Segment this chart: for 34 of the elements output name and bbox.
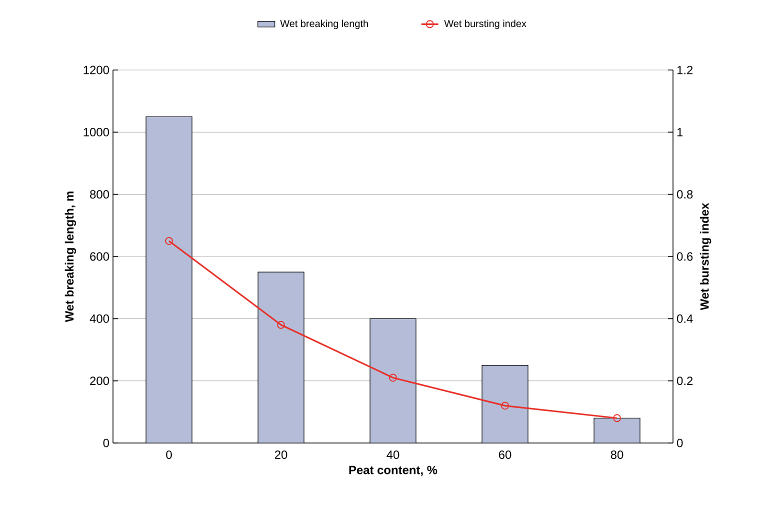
y2-tick-label: 0.4 bbox=[676, 314, 693, 323]
legend-label: Wet breaking length bbox=[280, 20, 368, 30]
x-tick-label: 80 bbox=[610, 450, 624, 459]
y-tick-label: 600 bbox=[90, 252, 110, 261]
bar bbox=[594, 418, 640, 443]
y-axis-title: Wet breaking length, m bbox=[64, 192, 76, 322]
y2-tick-label: 0.6 bbox=[676, 252, 693, 261]
point bbox=[501, 402, 509, 410]
x-axis-title: Peat content, % bbox=[349, 466, 438, 476]
y2-tick-label: 0.8 bbox=[676, 190, 693, 199]
bar bbox=[482, 364, 528, 443]
y-tick-label: 1200 bbox=[84, 66, 110, 74]
point bbox=[165, 236, 173, 245]
point bbox=[613, 414, 621, 422]
y2-tick-label: 1.2 bbox=[677, 66, 693, 74]
x-tick-label: 40 bbox=[386, 450, 400, 459]
y-tick-label: 0 bbox=[103, 438, 110, 448]
y-tick-label: 400 bbox=[90, 314, 110, 323]
point bbox=[277, 320, 285, 329]
bar bbox=[146, 116, 192, 443]
y-tick-label: 800 bbox=[90, 190, 110, 199]
x-tick-label: 0 bbox=[166, 450, 172, 459]
legend-label: Wet bursting index bbox=[444, 20, 526, 30]
y-tick-label: 1000 bbox=[84, 128, 110, 136]
y2-tick-label: 1 bbox=[677, 128, 683, 136]
bar bbox=[258, 272, 304, 443]
y-tick-label: 200 bbox=[90, 376, 110, 386]
point bbox=[389, 374, 397, 382]
y2-tick-label: 0 bbox=[676, 438, 683, 448]
bar bbox=[370, 318, 416, 443]
x-tick-label: 60 bbox=[498, 450, 512, 459]
y2-tick-label: 0.2 bbox=[676, 376, 693, 386]
x-tick-label: 20 bbox=[274, 450, 288, 459]
y2-axis-title: Wet bursting index bbox=[700, 202, 712, 310]
